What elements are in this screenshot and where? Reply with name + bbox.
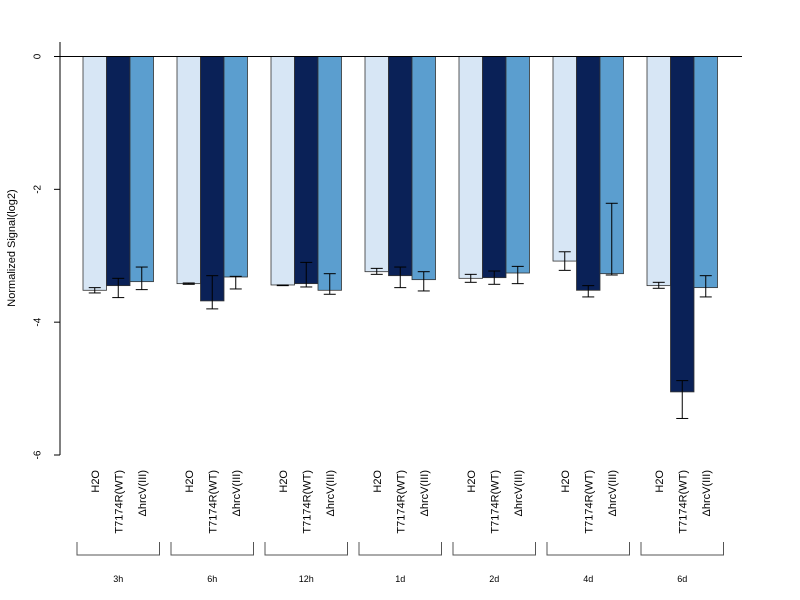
- group-bracket: [264, 542, 348, 556]
- group-brackets: 3h 6h 12h 1d 2d 4d 6d: [76, 542, 724, 584]
- bar-label: ΔhrcV(III): [137, 470, 149, 516]
- group-label: 2d: [489, 574, 499, 584]
- bar: [82, 56, 107, 291]
- bar: [411, 56, 436, 281]
- bar: [364, 56, 389, 273]
- bar-label: ΔhrcV(III): [513, 470, 525, 516]
- group-label: 6h: [207, 574, 217, 584]
- bar: [294, 56, 319, 285]
- bar: [388, 56, 413, 277]
- bars-layer: [82, 56, 718, 393]
- bar-label: T7174R(WT): [301, 470, 313, 534]
- bar-label: ΔhrcV(III): [607, 470, 619, 516]
- bar-label: T7174R(WT): [395, 470, 407, 534]
- bar-label: ΔhrcV(III): [419, 470, 431, 516]
- bar: [270, 56, 295, 286]
- y-axis-label: Normalized Signal(log2): [6, 189, 18, 306]
- bar: [129, 56, 154, 283]
- bar: [200, 56, 225, 302]
- error-bars-layer: [88, 202, 712, 419]
- bar: [646, 56, 671, 287]
- bar-label: H2O: [654, 470, 666, 493]
- bar-label: T7174R(WT): [677, 470, 689, 534]
- group-label: 4d: [583, 574, 593, 584]
- y-tick-label: 0: [33, 53, 44, 59]
- y-tick-label: -6: [33, 450, 44, 459]
- bar-label: ΔhrcV(III): [325, 470, 337, 516]
- bar: [670, 56, 695, 393]
- bar: [505, 56, 530, 274]
- bar: [317, 56, 342, 291]
- bar: [458, 56, 483, 279]
- group-label: 1d: [395, 574, 405, 584]
- bar-label: ΔhrcV(III): [231, 470, 243, 516]
- group-bracket: [76, 542, 160, 556]
- group-label: 6d: [677, 574, 687, 584]
- bar-label: H2O: [560, 470, 572, 493]
- group-label: 3h: [113, 574, 123, 584]
- bar-label: ΔhrcV(III): [701, 470, 713, 516]
- bar-label: H2O: [372, 470, 384, 493]
- bar: [576, 56, 601, 291]
- group-bracket: [452, 542, 536, 556]
- bar-label: T7174R(WT): [113, 470, 125, 534]
- bar-label: H2O: [278, 470, 290, 493]
- bar: [176, 56, 201, 285]
- bar-label: T7174R(WT): [207, 470, 219, 534]
- bar: [223, 56, 248, 278]
- bar-label: T7174R(WT): [489, 470, 501, 534]
- group-bracket: [170, 542, 254, 556]
- bar: [482, 56, 507, 279]
- y-ticks: 0 -2 -4 -6: [33, 53, 60, 459]
- group-bracket: [640, 542, 724, 556]
- bar-label: H2O: [90, 470, 102, 493]
- bar: [552, 56, 577, 262]
- y-tick-label: -2: [33, 184, 44, 193]
- bar-label: H2O: [466, 470, 478, 493]
- group-bracket: [358, 542, 442, 556]
- bar: [106, 56, 131, 287]
- y-tick-label: -4: [33, 317, 44, 326]
- bar-label: T7174R(WT): [583, 470, 595, 534]
- group-label: 12h: [299, 574, 314, 584]
- bar-labels: H2O T7174R(WT) ΔhrcV(III) H2O T7174R(WT) Δhrc…: [90, 470, 713, 534]
- bar: [693, 56, 718, 289]
- bar-label: H2O: [184, 470, 196, 493]
- group-bracket: [546, 542, 630, 556]
